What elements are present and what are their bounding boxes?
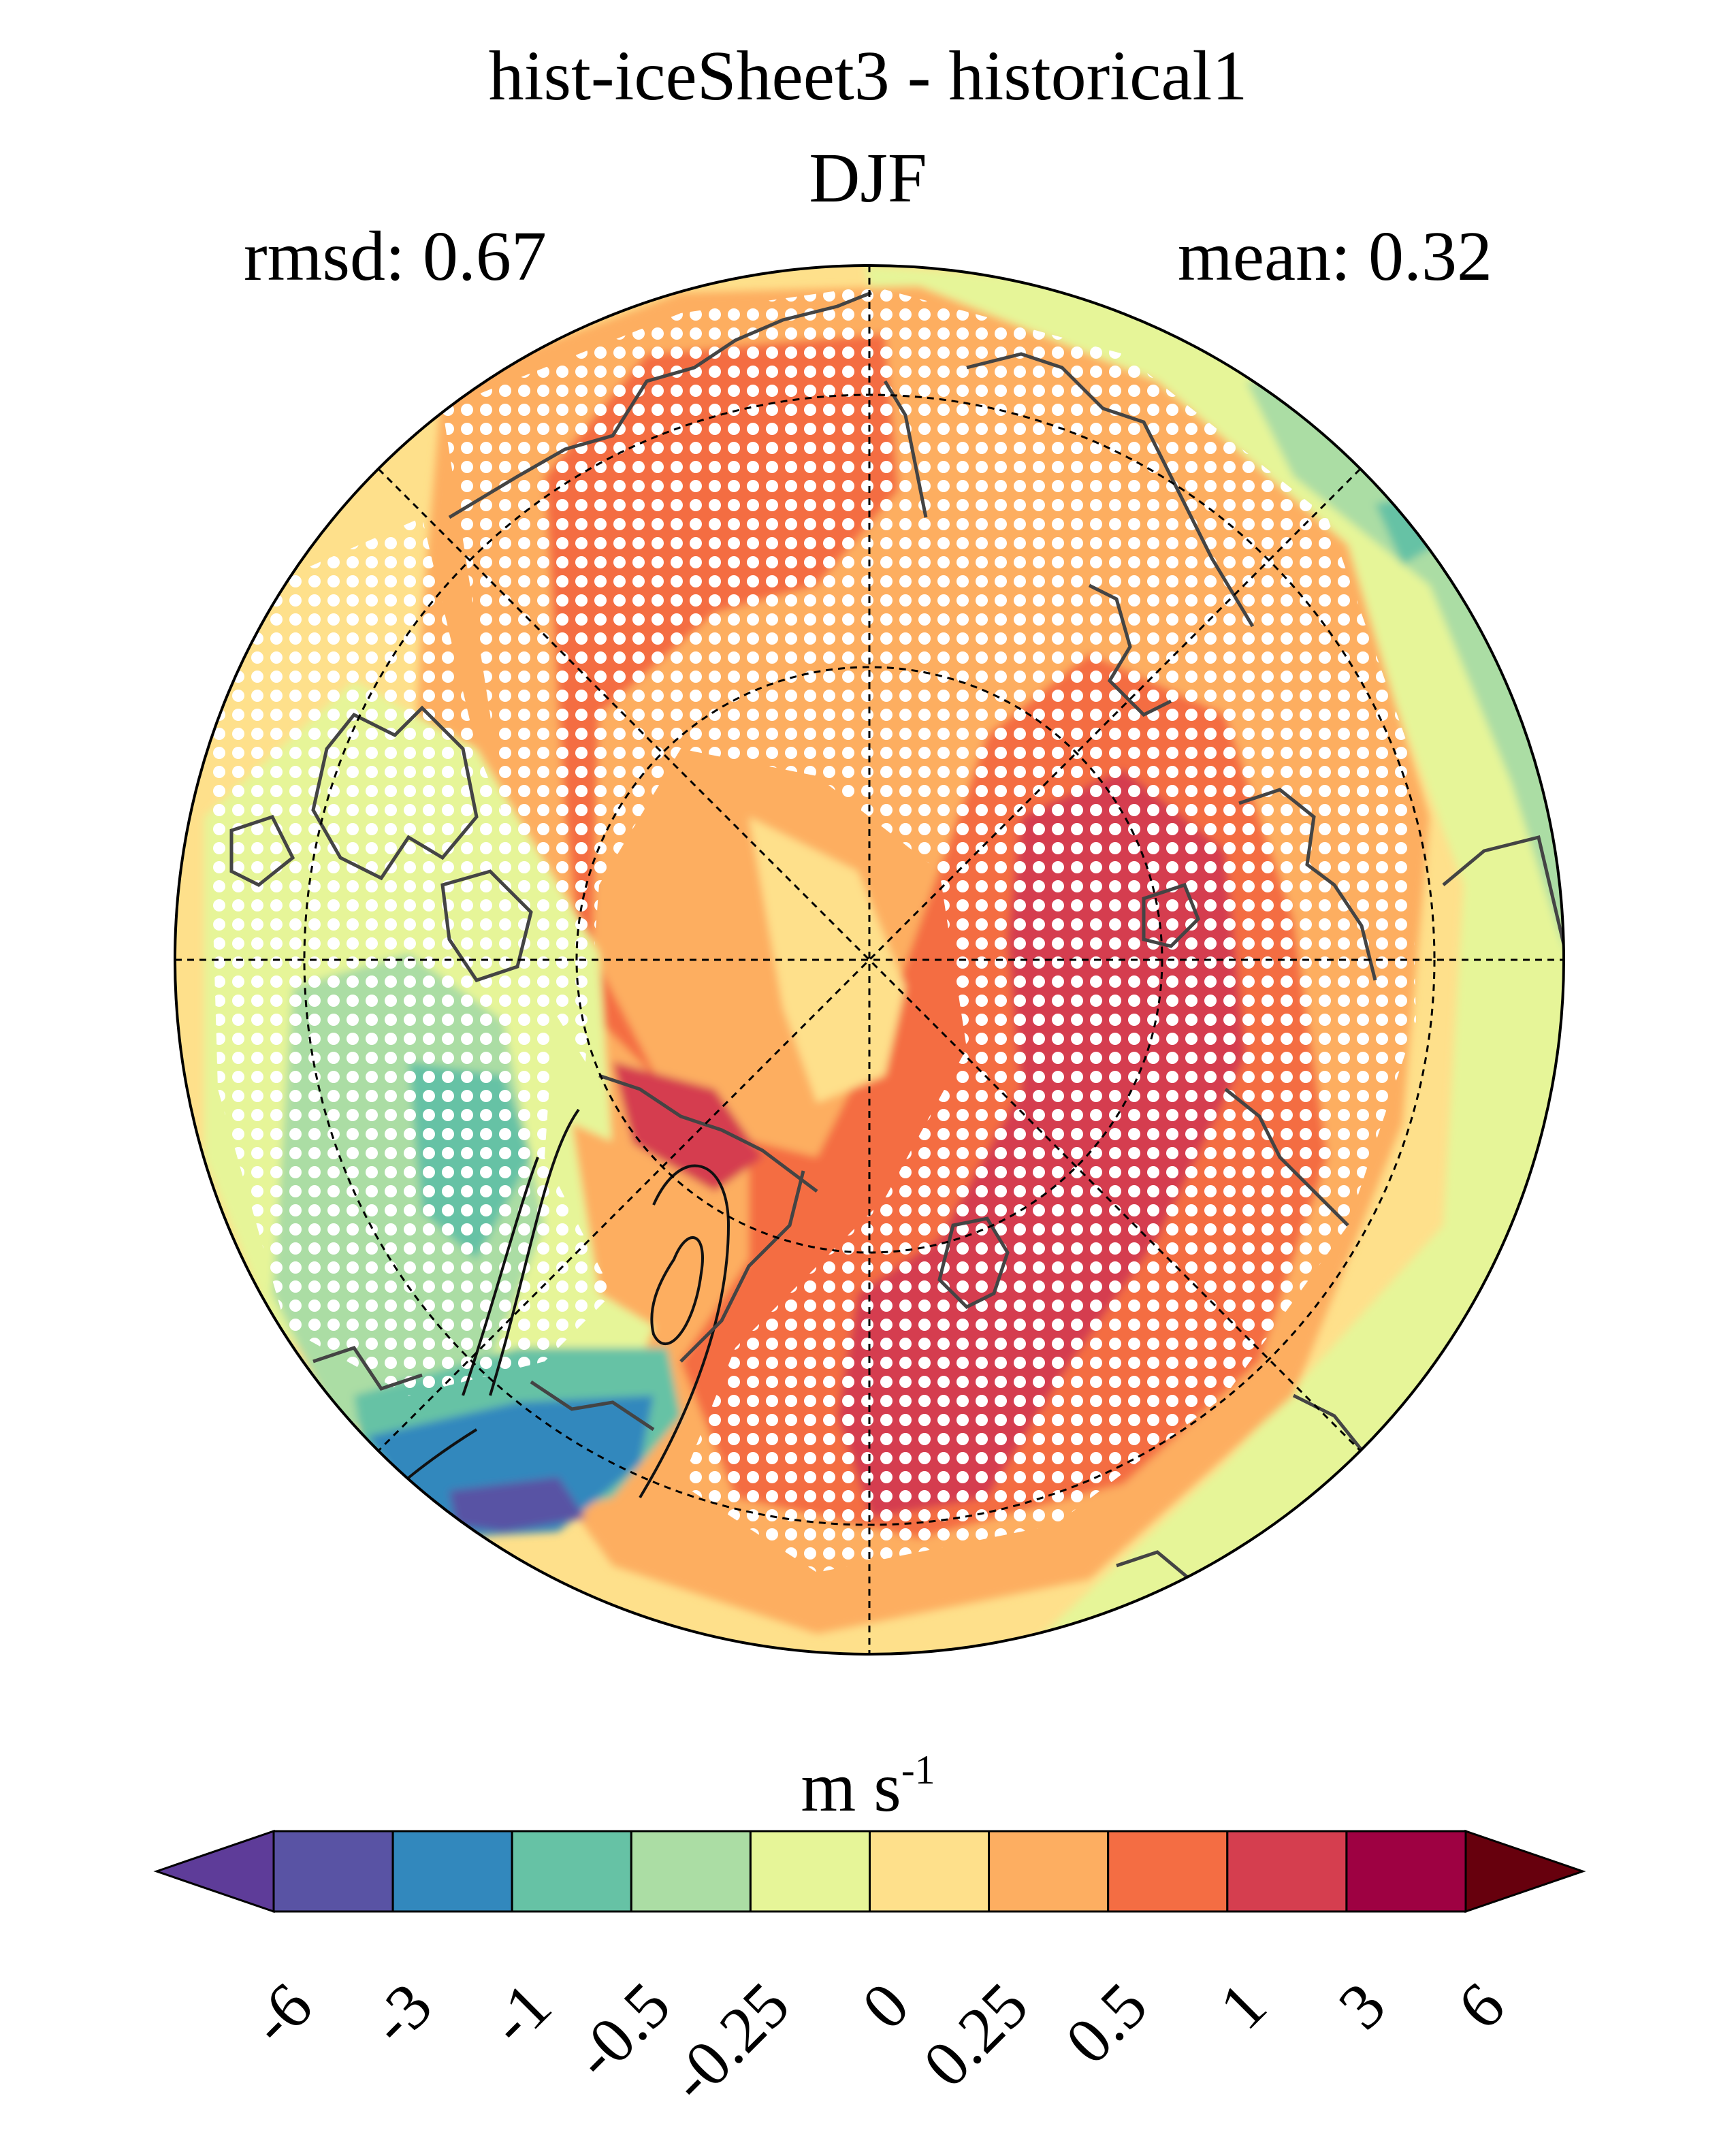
- field-purple-south: [449, 1477, 585, 1532]
- colorbar-swatch: [749, 1830, 871, 1913]
- colorbar-swatch: [1345, 1830, 1467, 1913]
- colorbar-swatch: [869, 1830, 991, 1913]
- colorbar-swatch: [272, 1830, 394, 1913]
- colorbar-swatch: [391, 1830, 513, 1913]
- coastlines: [229, 291, 1564, 1587]
- colorbar-extend-high: [1464, 1829, 1586, 1914]
- mean-label: mean: 0.32: [1177, 217, 1492, 295]
- significance-stippling-west: [204, 517, 613, 1395]
- colorbar-units: m s-1: [0, 1749, 1736, 1823]
- map-title: hist-iceSheet3 - historical1: [488, 37, 1248, 115]
- colorbar-swatch: [630, 1830, 752, 1913]
- colorbar-swatch: [1226, 1830, 1348, 1913]
- colorbar-swatch: [511, 1830, 632, 1913]
- colorbar-swatch: [1107, 1830, 1229, 1913]
- colorbar-extend-low: [153, 1829, 275, 1914]
- field-blue-south: [368, 1395, 654, 1538]
- significance-stippling-north: [443, 286, 1416, 1572]
- units-exponent: -1: [901, 1747, 935, 1792]
- map-boundary: [174, 264, 1565, 1656]
- rmsd-label: rmsd: 0.67: [244, 217, 547, 295]
- colorbar-swatch: [988, 1830, 1110, 1913]
- graticule: [175, 265, 1564, 1654]
- field-yellowgreen-east: [865, 265, 1564, 1654]
- season-label: DJF: [809, 139, 927, 217]
- units-main: m s: [801, 1748, 901, 1826]
